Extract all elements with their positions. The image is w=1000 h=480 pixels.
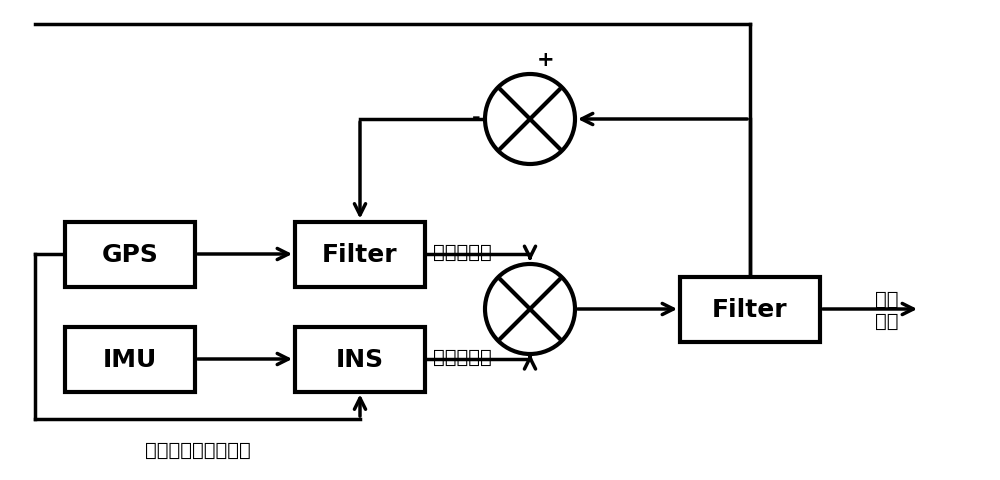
Text: 速度，位置: 速度，位置 (433, 347, 492, 366)
Text: -: - (471, 108, 480, 128)
Text: IMU: IMU (103, 347, 157, 371)
Bar (295, 327, 425, 392)
Bar (65, 327, 195, 392)
Text: Filter: Filter (712, 298, 788, 321)
Text: 速度偏差，位置偏差: 速度偏差，位置偏差 (145, 440, 251, 458)
Text: GPS: GPS (102, 242, 158, 266)
Circle shape (485, 75, 575, 165)
Text: 速度
位置: 速度 位置 (875, 289, 898, 330)
Text: INS: INS (336, 347, 384, 371)
Text: +: + (537, 50, 555, 70)
Bar (65, 222, 195, 287)
Bar (680, 277, 820, 342)
Bar (295, 222, 425, 287)
Text: 速度，位置: 速度，位置 (433, 242, 492, 261)
Circle shape (485, 264, 575, 354)
Text: Filter: Filter (322, 242, 398, 266)
